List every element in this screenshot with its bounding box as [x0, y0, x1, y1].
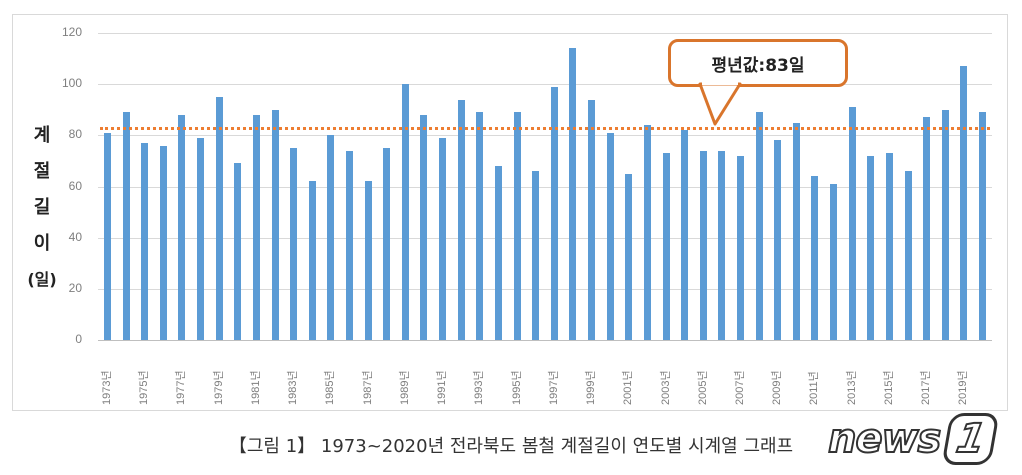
y-axis-title-char: (일): [27, 270, 57, 289]
bar-2008년: [756, 112, 763, 340]
y-axis-title-char: 이: [33, 233, 51, 254]
bar-1996년: [532, 171, 539, 340]
bar-2014년: [867, 156, 874, 340]
y-tick-label: 40: [68, 230, 82, 244]
y-tick-label: 60: [68, 179, 82, 193]
bar-2013년: [849, 107, 856, 340]
bar-1997년: [551, 87, 558, 340]
x-tick-label: 1995년: [511, 370, 523, 405]
bar-2012년: [830, 184, 837, 340]
bar-2006년: [718, 151, 725, 340]
bar-1985년: [327, 135, 334, 340]
y-axis-title-char: 절: [33, 161, 51, 182]
bar-1973년: [104, 133, 111, 340]
x-tick-label: 2005년: [697, 370, 709, 405]
bar-2004년: [681, 130, 688, 340]
bar-2000년: [607, 133, 614, 340]
watermark-text: news: [827, 415, 942, 463]
x-tick-label: 2009년: [771, 370, 783, 405]
bar-1980년: [234, 163, 241, 340]
y-axis-title-char: 길: [33, 197, 51, 218]
x-axis-line: [98, 340, 992, 341]
gridline: [98, 84, 992, 85]
bar-1983년: [290, 148, 297, 340]
bar-1979년: [216, 97, 223, 340]
bar-1999년: [588, 100, 595, 340]
bar-2015년: [886, 153, 893, 340]
x-tick-label: 1983년: [287, 370, 299, 405]
bar-1989년: [402, 84, 409, 340]
x-tick-label: 1991년: [436, 370, 448, 405]
bar-1991년: [439, 138, 446, 340]
x-tick-label: 1979년: [213, 370, 225, 405]
gridline: [98, 33, 992, 34]
bar-1994년: [495, 166, 502, 340]
bar-1998년: [569, 48, 576, 340]
y-tick-label: 100: [61, 76, 82, 90]
x-tick-label: 1993년: [473, 370, 485, 405]
x-tick-label: 1977년: [175, 370, 187, 405]
bar-2018년: [942, 110, 949, 340]
x-tick-label: 2011년: [808, 371, 820, 405]
bar-2009년: [774, 140, 781, 340]
bar-1981년: [253, 115, 260, 340]
bar-1974년: [123, 112, 130, 340]
y-tick-label: 0: [75, 332, 82, 346]
bar-2019년: [960, 66, 967, 340]
y-axis-title-char: 계: [33, 125, 51, 146]
average-callout: 평년값:83일: [668, 39, 848, 87]
bar-2002년: [644, 125, 651, 340]
bar-2007년: [737, 156, 744, 340]
y-tick-label: 80: [68, 127, 82, 141]
x-tick-label: 2019년: [957, 370, 969, 405]
bar-1984년: [309, 181, 316, 340]
bar-2001년: [625, 174, 632, 340]
x-tick-label: 2013년: [846, 370, 858, 405]
x-tick-label: 2001년: [622, 370, 634, 405]
x-tick-label: 1989년: [399, 370, 411, 405]
bar-2003년: [663, 153, 670, 340]
gridline: [98, 135, 992, 136]
y-axis-title: 계 절 길 이 (일): [22, 118, 62, 298]
gridline: [98, 187, 992, 188]
bar-2017년: [923, 117, 930, 340]
bar-1982년: [272, 110, 279, 340]
bar-1995년: [514, 112, 521, 340]
gridline: [98, 289, 992, 290]
average-callout-label: 평년값:83일: [711, 55, 805, 76]
y-tick-label: 20: [68, 281, 82, 295]
bar-1987년: [365, 181, 372, 340]
x-tick-label: 1985년: [324, 370, 336, 405]
bar-2020년: [979, 112, 986, 340]
bar-1990년: [420, 115, 427, 340]
bar-1993년: [476, 112, 483, 340]
x-tick-label: 2017년: [920, 370, 932, 405]
x-tick-label: 1973년: [101, 370, 113, 405]
bar-2010년: [793, 123, 800, 340]
bar-2011년: [811, 176, 818, 340]
y-tick-label: 120: [61, 25, 82, 39]
x-tick-label: 1975년: [138, 370, 150, 405]
x-tick-label: 1999년: [585, 370, 597, 405]
bar-1977년: [178, 115, 185, 340]
news1-watermark-logo: news 1: [827, 413, 1000, 465]
x-tick-label: 1981년: [250, 370, 262, 405]
average-reference-line: [100, 127, 990, 130]
bar-1992년: [458, 100, 465, 340]
x-tick-label: 2015년: [883, 370, 895, 405]
bar-2005년: [700, 151, 707, 340]
x-tick-label: 2003년: [660, 370, 672, 405]
x-tick-label: 1987년: [362, 370, 374, 405]
figure-caption: 【그림 1】 1973~2020년 전라북도 봄철 계절길이 연도별 시계열 그…: [228, 436, 794, 457]
bar-1975년: [141, 143, 148, 340]
bar-1988년: [383, 148, 390, 340]
x-tick-label: 2007년: [734, 370, 746, 405]
bar-2016년: [905, 171, 912, 340]
gridline: [98, 238, 992, 239]
bar-1986년: [346, 151, 353, 340]
watermark-digit: 1: [941, 413, 1000, 465]
x-tick-label: 1997년: [548, 370, 560, 405]
bar-1976년: [160, 146, 167, 340]
bar-1978년: [197, 138, 204, 340]
